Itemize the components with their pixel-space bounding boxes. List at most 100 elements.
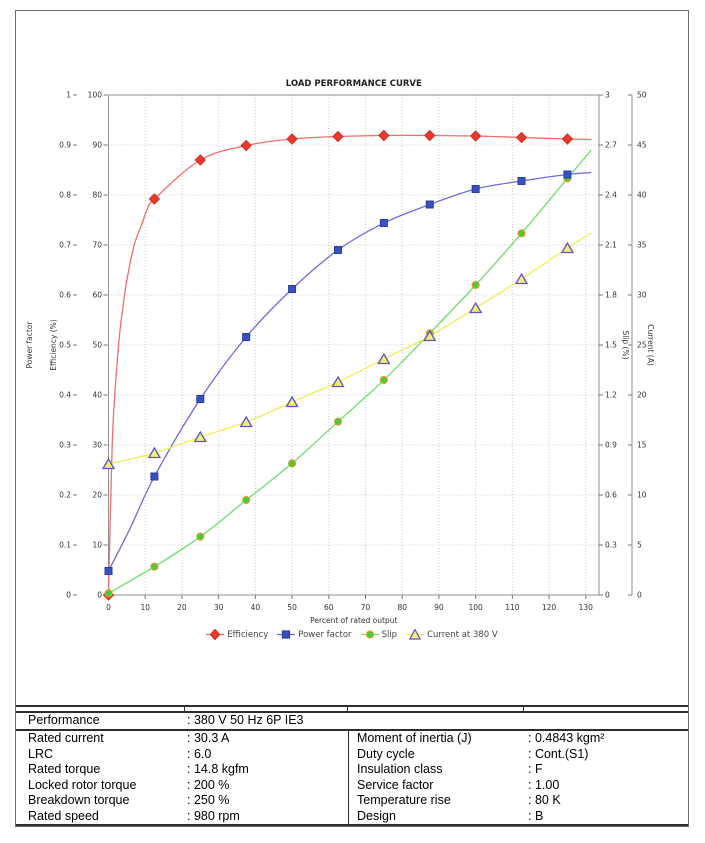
table-row: Breakdown torque: 250 % Temperature rise:… — [16, 793, 688, 809]
marker-power-factor — [425, 200, 434, 209]
axis-tick-label: 5 — [637, 541, 642, 550]
legend-marker-triangle-icon — [406, 629, 425, 640]
marker-current-at-380-v — [469, 301, 483, 314]
marker-efficiency — [332, 130, 344, 143]
legend-item: Efficiency — [206, 629, 268, 640]
axis-tick-label: 10 — [637, 491, 647, 500]
axis-tick-label: 80 — [92, 191, 102, 200]
axis-title: Slip (%) — [621, 330, 630, 359]
header-strip-cell — [185, 707, 348, 711]
spec-label: Service factor — [348, 777, 524, 793]
marker-current-at-380-v — [285, 395, 299, 408]
spec-value: : 14.8 kgfm — [187, 762, 249, 776]
marker-power-factor — [379, 219, 388, 227]
chart-legend: Efficiency Power factor Slip Current at 380… — [16, 629, 688, 640]
spec-label: Rated torque — [28, 762, 101, 776]
axis-tick-label: 50 — [287, 603, 297, 612]
axis-tick-label: 20 — [637, 391, 647, 400]
marker-power-factor — [196, 395, 205, 403]
marker-current-at-380-v — [514, 272, 529, 285]
spec-label: Moment of inertia (J) — [348, 731, 524, 747]
axis-tick-label: 20 — [92, 491, 102, 500]
marker-current-at-380-v — [239, 415, 253, 428]
axis-tick-label: 30 — [637, 291, 647, 300]
axis-tick-label: 0.3 — [605, 541, 617, 550]
marker-power-factor — [563, 170, 572, 179]
axis-tick-label: 90 — [92, 141, 102, 150]
axis-tick-label: 50 — [92, 341, 102, 350]
table-row: Locked rotor torque: 200 % Service factor… — [16, 777, 688, 793]
axis-title: Current (A) — [646, 324, 655, 366]
spec-table-body: Rated current: 30.3 A Moment of inertia (… — [16, 731, 688, 824]
axis-tick-label: 0.8 — [59, 191, 71, 200]
marker-power-factor — [471, 185, 480, 193]
spec-label: Breakdown torque — [28, 793, 130, 807]
spec-value: : F — [528, 762, 543, 776]
axis-tick-label: 0.5 — [59, 341, 71, 350]
axis-tick-label: 2.7 — [605, 141, 617, 150]
x-axis-title: Percent of rated output — [310, 616, 397, 625]
axis-tick-label: 0.4 — [59, 391, 71, 400]
axis-tick-label: 15 — [637, 441, 647, 450]
axis-tick-label: 0 — [66, 591, 71, 600]
marker-slip — [104, 589, 113, 598]
axis-tick-label: 20 — [177, 603, 187, 612]
axis-tick-label: 40 — [637, 191, 647, 200]
axis-tick-label: 50 — [637, 91, 647, 100]
marker-efficiency — [561, 133, 574, 145]
axis-tick-label: 1.2 — [605, 391, 617, 400]
series-line-slip — [108, 149, 592, 594]
axis-tick-label: 2.4 — [605, 191, 617, 200]
header-strip-cell — [524, 707, 688, 711]
marker-slip — [242, 495, 251, 505]
axis-tick-label: 1.5 — [605, 341, 617, 350]
axis-tick-label: 30 — [214, 603, 224, 612]
spec-label: Performance — [28, 713, 100, 728]
spec-label: Locked rotor torque — [28, 777, 137, 792]
marker-power-factor — [517, 177, 526, 185]
marker-power-factor — [150, 472, 159, 481]
marker-efficiency — [469, 130, 482, 142]
axis-tick-label: 130 — [579, 603, 594, 612]
spec-value: : 6.0 — [187, 746, 212, 761]
axis-tick-label: 0.3 — [59, 441, 71, 450]
performance-row: Performance : 380 V 50 Hz 6P IE3 — [16, 713, 688, 731]
spec-value: : 1.00 — [528, 777, 560, 792]
table-row: Rated speed: 980 rpm Design: B — [16, 808, 688, 824]
spec-value: : 250 % — [187, 793, 230, 807]
axis-tick-label: 0 — [605, 591, 610, 600]
marker-efficiency — [515, 131, 528, 144]
marker-slip — [196, 532, 205, 541]
axis-tick-label: 0.9 — [605, 441, 617, 450]
legend-label: Power factor — [298, 629, 352, 640]
spec-label: Temperature rise — [348, 793, 524, 809]
spec-table: Performance : 380 V 50 Hz 6P IE3 Rated c… — [16, 705, 688, 826]
spec-label: Design — [348, 808, 524, 824]
axis-tick-label: 0.1 — [59, 541, 71, 550]
marker-current-at-380-v — [331, 375, 345, 388]
axis-tick-label: 60 — [92, 291, 102, 300]
legend-label: Current at 380 V — [427, 629, 498, 640]
axis-tick-label: 3 — [605, 91, 610, 100]
marker-current-at-380-v — [193, 430, 207, 443]
axis-tick-label: 0 — [106, 603, 111, 612]
axis-tick-label: 30 — [92, 441, 102, 450]
spec-table-header-strip — [16, 707, 688, 713]
marker-power-factor — [333, 246, 342, 254]
table-row: LRC: 6.0 Duty cycle: Cont.(S1) — [16, 746, 688, 762]
table-row: Rated current: 30.3 A Moment of inertia (… — [16, 731, 688, 747]
legend-label: Slip — [381, 629, 398, 640]
axis-tick-label: 0.9 — [59, 141, 71, 150]
marker-current-at-380-v — [147, 446, 162, 459]
marker-efficiency — [194, 154, 206, 166]
marker-slip — [471, 280, 480, 290]
legend-item: Power factor — [277, 629, 352, 640]
table-row: Rated torque: 14.8 kgfm Insulation class:… — [16, 762, 688, 778]
spec-value: : B — [528, 808, 544, 823]
axis-tick-label: 100 — [88, 91, 103, 100]
marker-current-at-380-v — [423, 329, 437, 342]
legend-marker-square-icon — [277, 630, 296, 639]
marker-current-at-380-v — [560, 241, 575, 254]
header-strip-cell — [348, 707, 524, 711]
